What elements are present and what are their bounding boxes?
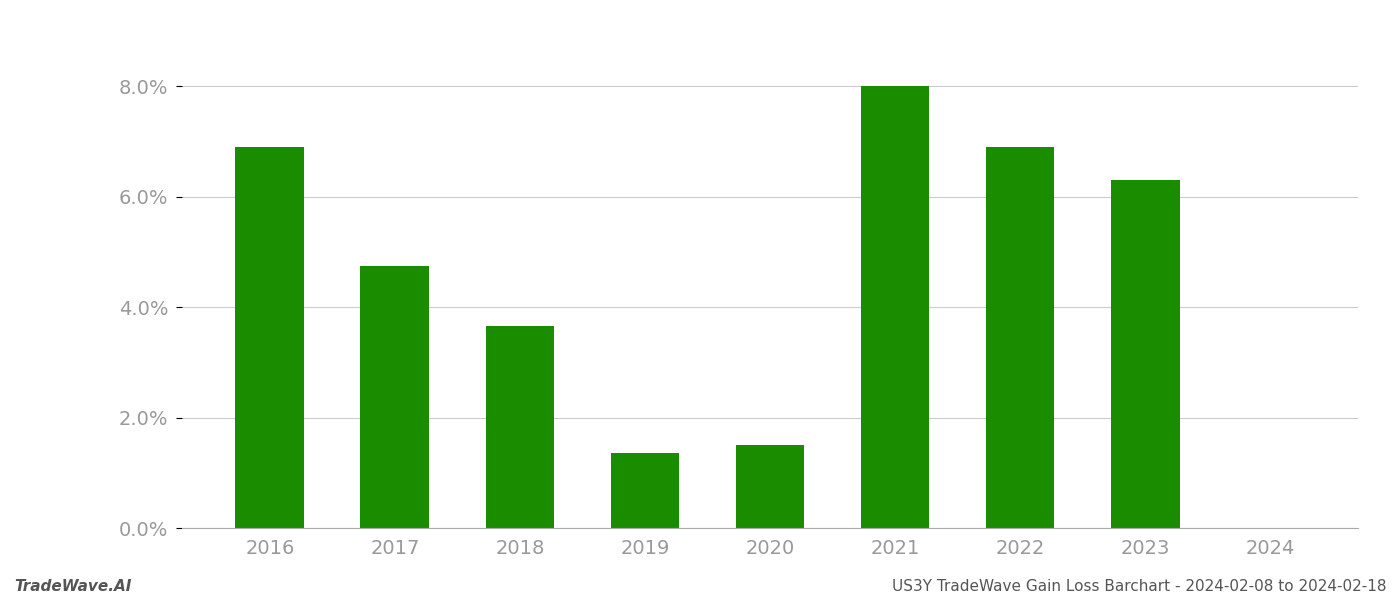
Bar xyxy=(1110,180,1180,528)
Text: TradeWave.AI: TradeWave.AI xyxy=(14,579,132,594)
Text: US3Y TradeWave Gain Loss Barchart - 2024-02-08 to 2024-02-18: US3Y TradeWave Gain Loss Barchart - 2024… xyxy=(892,579,1386,594)
Bar xyxy=(235,147,304,528)
Bar xyxy=(861,86,930,528)
Bar xyxy=(486,326,554,528)
Bar xyxy=(986,147,1054,528)
Bar xyxy=(735,445,805,528)
Bar xyxy=(610,454,679,528)
Bar xyxy=(360,266,430,528)
